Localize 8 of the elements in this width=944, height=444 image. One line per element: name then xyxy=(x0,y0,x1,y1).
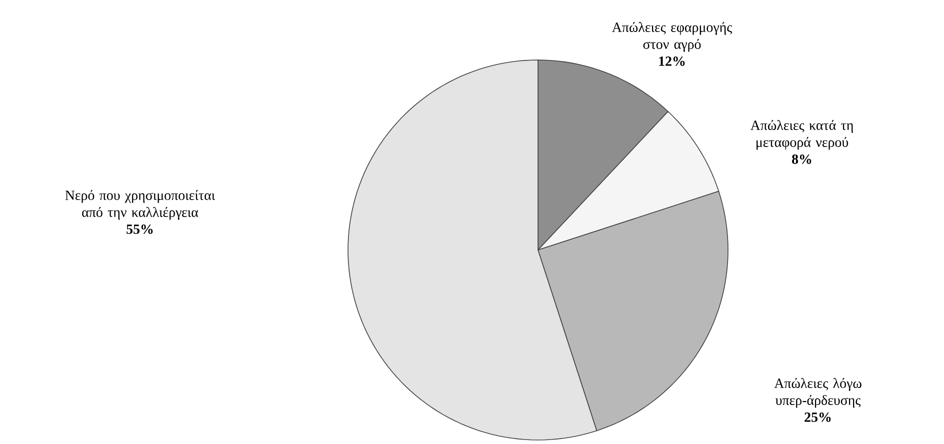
slice-label: Απώλειες λόγω υπερ-άρδευσης xyxy=(774,378,862,408)
data-label: 12% xyxy=(659,56,685,66)
data-label: 25% xyxy=(804,412,831,422)
data-label: 55% xyxy=(126,224,153,234)
data-label: 8% xyxy=(792,154,812,164)
slice-label: Νερό που χρησιμοποιείται από την καλλιέργεια xyxy=(65,190,216,220)
slice-label: Απώλειες εφαρμογής στον αγρό xyxy=(612,22,732,52)
slice-label: Απώλειες κατά τη μεταφορά νερού xyxy=(750,120,853,150)
